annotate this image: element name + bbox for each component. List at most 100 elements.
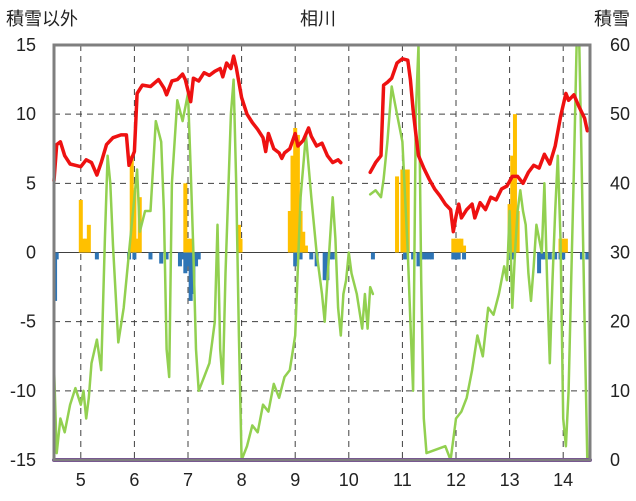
yellow-bar-23 xyxy=(405,169,410,253)
blue-bar-46 xyxy=(579,252,584,260)
x-tick-label: 5 xyxy=(76,470,86,490)
blue-bar-15 xyxy=(196,252,201,260)
blue-bar-41 xyxy=(542,252,547,260)
blue-bar-4 xyxy=(132,252,137,260)
left-tick-label: -5 xyxy=(20,312,36,332)
blue-bar-11 xyxy=(186,252,190,267)
left-axis-ticks: -15 -10 -5 0 5 10 15 xyxy=(10,35,36,470)
yellow-bar-31 xyxy=(512,114,517,253)
x-tick-label: 8 xyxy=(237,470,247,490)
yellow-bar-28 xyxy=(462,245,467,253)
yellow-bar-34 xyxy=(561,238,566,253)
red-line-1 xyxy=(52,54,343,183)
right-tick-label: 40 xyxy=(610,173,630,193)
yellow-bar-19 xyxy=(303,245,308,253)
blue-bar-35 xyxy=(456,252,461,260)
blue-bar-36 xyxy=(462,252,467,260)
x-tick-label: 12 xyxy=(446,470,466,490)
blue-bar-39 xyxy=(537,252,542,274)
blue-bar-42 xyxy=(547,252,552,260)
left-tick-label: 15 xyxy=(16,35,36,55)
x-tick-label: 7 xyxy=(183,470,193,490)
left-tick-label: 0 xyxy=(26,243,36,263)
left-axis-label: 積雪以外 xyxy=(6,9,78,30)
yellow-bar-8 xyxy=(183,183,188,253)
right-tick-label: 0 xyxy=(610,450,620,470)
x-tick-label: 9 xyxy=(290,470,300,490)
yellow-bar-4 xyxy=(129,155,134,253)
blue-bar-8 xyxy=(177,252,182,267)
x-axis-ticks: 5 6 7 8 9 10 11 12 13 14 xyxy=(76,470,573,490)
green-line-2 xyxy=(368,43,589,462)
blue-bar-27 xyxy=(416,252,421,267)
blue-bar-16 xyxy=(293,252,298,267)
right-tick-label: 10 xyxy=(610,381,630,401)
yellow-bar-15 xyxy=(293,128,298,253)
yellow-bar-21 xyxy=(400,169,405,253)
yellow-bar-9 xyxy=(186,238,190,253)
yellow-bar-11 xyxy=(236,224,241,253)
blue-bar-20 xyxy=(322,252,327,281)
yellow-bar-0 xyxy=(78,199,83,253)
plot-frame xyxy=(52,43,592,462)
blue-bar-1 xyxy=(54,252,59,260)
blue-bar-6 xyxy=(159,252,164,264)
left-tick-label: 10 xyxy=(16,104,36,124)
x-tick-label: 13 xyxy=(500,470,520,490)
yellow-bar-13 xyxy=(287,211,292,253)
blue-bar-43 xyxy=(553,252,558,260)
blue-bar-30 xyxy=(424,252,429,260)
blue-bar-32 xyxy=(429,252,434,260)
red-line-2 xyxy=(368,57,590,234)
right-tick-label: 50 xyxy=(610,104,630,124)
blue-bar-31 xyxy=(427,252,432,260)
blue-bar-23 xyxy=(330,252,335,260)
yellow-bar-30 xyxy=(510,155,515,253)
right-tick-label: 30 xyxy=(610,243,630,263)
blue-bar-47 xyxy=(585,252,590,260)
blue-bar-38 xyxy=(510,252,515,260)
left-tick-label: -10 xyxy=(10,381,36,401)
blue-bar-40 xyxy=(539,252,544,260)
blue-bar-10 xyxy=(183,252,188,274)
blue-bar-12 xyxy=(188,252,193,301)
yellow-bar-1 xyxy=(81,238,86,253)
yellow-bar-20 xyxy=(395,176,400,253)
blue-bar-2 xyxy=(94,252,99,260)
horizontal-gridlines xyxy=(54,113,590,392)
right-axis-ticks: 0 10 20 30 40 50 60 xyxy=(610,35,630,470)
yellow-bar-14 xyxy=(290,155,295,253)
blue-bar-29 xyxy=(421,252,426,260)
blue-bar-25 xyxy=(403,252,408,260)
blue-bar-33 xyxy=(451,252,456,260)
yellow-bar-35 xyxy=(563,238,568,253)
blue-bar-18 xyxy=(309,252,314,260)
blue-bar-26 xyxy=(411,252,416,260)
yellow-bar-2 xyxy=(84,238,89,253)
right-tick-label: 20 xyxy=(610,312,630,332)
yellow-bar-24 xyxy=(451,238,456,253)
yellow-bar-26 xyxy=(456,238,461,253)
yellow-bar-3 xyxy=(86,224,91,253)
yellow-bar-25 xyxy=(454,238,458,253)
blue-bar-17 xyxy=(298,252,303,260)
chart-title: 相川 xyxy=(300,9,336,30)
x-tick-label: 6 xyxy=(129,470,139,490)
blue-bar-24 xyxy=(370,252,375,260)
right-tick-label: 60 xyxy=(610,35,630,55)
blue-bar-37 xyxy=(507,252,512,260)
yellow-bar-12 xyxy=(238,238,243,253)
green-line-1 xyxy=(52,78,375,462)
x-tick-label: 11 xyxy=(393,470,412,490)
yellow-bar-18 xyxy=(301,231,306,253)
yellow-bar-5 xyxy=(132,190,137,253)
right-axis-label: 積雪 xyxy=(594,9,630,30)
x-tick-label: 14 xyxy=(553,470,573,490)
yellow-bar-27 xyxy=(459,238,464,253)
yellow-bar-16 xyxy=(295,134,300,253)
yellow-bar-10 xyxy=(188,238,193,253)
blue-bar-7 xyxy=(164,252,169,260)
blue-bar-45 xyxy=(561,252,566,260)
left-tick-label: 5 xyxy=(26,173,36,193)
